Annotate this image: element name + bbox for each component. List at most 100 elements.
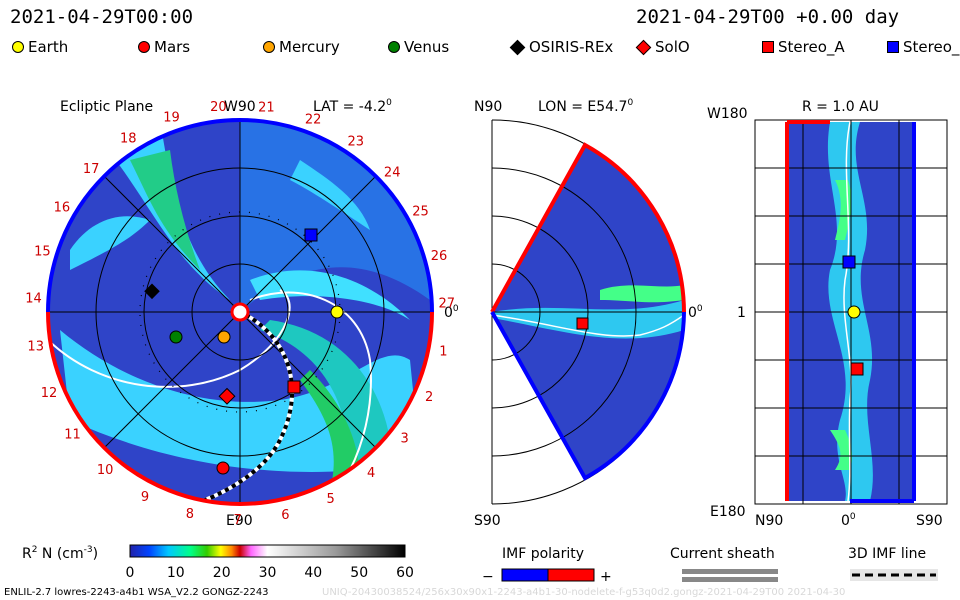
legend-label: Mars <box>154 38 191 56</box>
carrington-number: 20 <box>210 100 227 115</box>
carrington-number: 8 <box>186 507 194 522</box>
imf-line-label: 3D IMF line <box>848 546 926 562</box>
carrington-number: 17 <box>83 162 100 177</box>
carrington-number: 14 <box>25 292 42 307</box>
meridional-boundary-red <box>490 142 686 313</box>
meridional-plane-panel: N90 LON = E54.70 S90 00 <box>474 98 703 529</box>
right-timestamp: 2021-04-29T00 +0.00 day <box>636 6 900 28</box>
imf-plus-label: + <box>600 569 612 585</box>
footer-right-text: UNIQ-20430038524/256x30x90x1-2243-a4b1-3… <box>322 587 846 598</box>
legend-label: Stereo_A <box>778 38 845 56</box>
venus-marker-icon <box>388 41 400 53</box>
legend-stereo-a: Stereo_A <box>762 38 845 56</box>
ecliptic-boundary-red <box>46 311 434 506</box>
carrington-number: 5 <box>327 492 335 507</box>
carrington-number: 7 <box>233 513 241 528</box>
carrington-number: 18 <box>120 132 137 147</box>
carrington-number: 22 <box>305 112 322 127</box>
current-sheath-swatch-2 <box>682 577 778 582</box>
legend-earth: Earth <box>12 38 68 56</box>
meridional-boundary-blue <box>490 311 686 481</box>
radial-title: R = 1.0 AU <box>802 99 879 115</box>
imf-polarity-label: IMF polarity <box>502 546 584 562</box>
imf-polarity-legend: IMF polarity − + <box>482 546 612 585</box>
imf-line-dashed <box>204 313 295 502</box>
carrington-number: 15 <box>34 244 51 259</box>
current-sheath-legend: Current sheath <box>670 546 778 582</box>
legend-venus: Venus <box>388 38 449 56</box>
legend-solo: SolO <box>635 38 690 56</box>
sun-icon <box>230 302 250 322</box>
legend-label: Venus <box>404 38 450 56</box>
footer-left-text: ENLIL-2.7 lowres-2243-a4b1 WSA_V2.2 GONG… <box>4 587 269 598</box>
carrington-number: 13 <box>27 340 44 355</box>
carrington-number: 12 <box>41 386 58 401</box>
imf-negative-swatch <box>501 568 549 582</box>
stereo-a-marker <box>287 380 301 394</box>
colorbar-tick-label: 40 <box>304 565 322 581</box>
legend-osiris-rex: OSIRIS-REx <box>509 38 614 56</box>
venus-marker <box>169 330 183 344</box>
carrington-number: 24 <box>384 166 401 181</box>
meridional-stereo-a-marker <box>576 317 589 330</box>
legend-label: Mercury <box>279 38 340 56</box>
legend-mercury: Mercury <box>263 38 340 56</box>
carrington-number: 1 <box>439 344 447 359</box>
colorbar-gradient <box>129 544 406 558</box>
radial-x-mid-label: 00 <box>841 512 856 529</box>
stereo-b-marker <box>304 228 318 242</box>
carrington-number: 10 <box>97 463 114 478</box>
stereo-a-marker-icon <box>762 41 774 53</box>
carrington-number: 2 <box>425 390 433 405</box>
carrington-number: 23 <box>348 134 365 149</box>
osiris-rex-marker <box>144 283 160 300</box>
legend-stereo-b: Stereo_ <box>887 38 959 56</box>
meridional-lon-label: LON = E54.70 <box>538 98 633 115</box>
mercury-marker-icon <box>263 41 275 53</box>
colorbar-label: R2 N (cm-3) <box>22 545 98 562</box>
colorbar-tick-label: 60 <box>396 565 414 581</box>
legend-label: Stereo_ <box>903 38 960 56</box>
colorbar-tick-label: 20 <box>213 565 231 581</box>
carrington-number: 16 <box>54 200 71 215</box>
earth-marker <box>330 305 344 319</box>
mars-marker <box>216 461 230 475</box>
radial-stereo-a-marker <box>850 362 864 376</box>
carrington-number: 21 <box>258 101 275 116</box>
carrington-number: 3 <box>400 432 408 447</box>
imf-line-legend: 3D IMF line <box>848 546 938 581</box>
ecliptic-top-label: W90 <box>224 99 256 115</box>
stereo-b-marker-icon <box>887 41 899 53</box>
colorbar: R2 N (cm-3) 0 10 20 30 40 50 60 <box>22 544 414 581</box>
solo-marker <box>218 387 236 405</box>
legend-label: Earth <box>28 38 69 56</box>
mercury-marker <box>217 330 231 344</box>
radial-x-left-label: N90 <box>755 513 783 529</box>
colorbar-tick-label: 10 <box>167 565 185 581</box>
meridional-bottom-label: S90 <box>474 513 501 529</box>
radial-top-left-label: W180 <box>707 106 748 122</box>
colorbar-ticks: 0 10 20 30 40 50 60 <box>126 565 414 581</box>
carrington-number: 19 <box>163 111 180 126</box>
carrington-number: 25 <box>412 205 429 220</box>
radial-earth-marker <box>847 305 861 319</box>
colorbar-tick-label: 30 <box>259 565 277 581</box>
ecliptic-plane-panel: Ecliptic Plane W90 LAT = -4.20 E90 00 20… <box>25 98 459 529</box>
carrington-number: 11 <box>64 428 81 443</box>
radial-x-right-label: S90 <box>916 513 943 529</box>
radial-surface-panel: R = 1.0 AU W180 1 E180 N90 00 S90 <box>707 99 948 529</box>
legend-label: SolO <box>655 38 690 56</box>
legend-mars: Mars <box>138 38 190 56</box>
colorbar-tick-label: 0 <box>126 565 135 581</box>
legend-label: OSIRIS-REx <box>529 38 614 56</box>
imf-minus-label: − <box>482 569 494 585</box>
meridional-right-label: 00 <box>688 304 703 321</box>
colorbar-tick-label: 50 <box>350 565 368 581</box>
earth-marker-icon <box>12 41 24 53</box>
left-timestamp: 2021-04-29T00:00 <box>10 6 194 28</box>
ecliptic-bottom-label: E90 <box>226 513 253 529</box>
mars-marker-icon <box>138 41 150 53</box>
carrington-number: 6 <box>281 508 289 523</box>
radial-bottom-left-label: E180 <box>710 504 746 520</box>
